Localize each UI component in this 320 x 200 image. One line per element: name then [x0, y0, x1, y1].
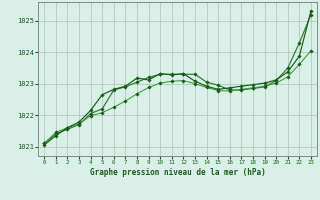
X-axis label: Graphe pression niveau de la mer (hPa): Graphe pression niveau de la mer (hPa) [90, 168, 266, 177]
